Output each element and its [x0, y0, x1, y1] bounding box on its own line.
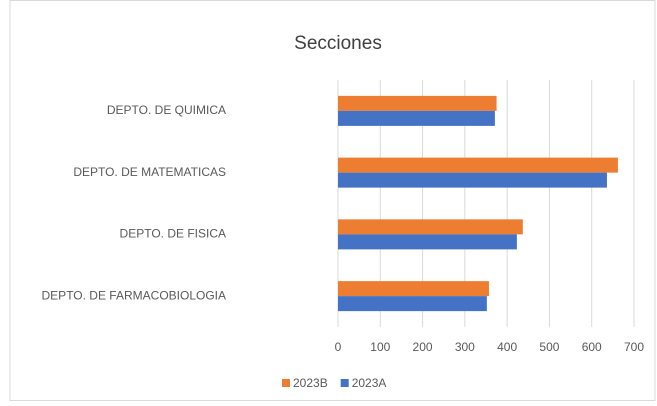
legend-swatch [282, 379, 290, 387]
bar [338, 110, 495, 126]
x-tick-label: 500 [539, 340, 559, 354]
x-tick-label: 600 [582, 340, 602, 354]
legend-label: 2023A [352, 376, 387, 390]
bar [338, 296, 487, 312]
chart-title: Secciones [294, 33, 382, 54]
legend-label: 2023B [293, 376, 328, 390]
y-tick-label: DEPTO. DE FISICA [120, 227, 226, 241]
chart-frame [9, 0, 656, 401]
x-tick-label: 700 [624, 340, 644, 354]
legend-swatch [340, 379, 349, 387]
bar [338, 234, 517, 250]
x-tick-label: 100 [370, 340, 390, 354]
x-tick-label: 400 [497, 340, 517, 354]
bar [338, 172, 607, 188]
bar [338, 219, 523, 235]
x-tick-label: 300 [455, 340, 475, 354]
y-tick-label: DEPTO. DE QUIMICA [107, 103, 226, 117]
bar [338, 281, 489, 297]
x-tick-label: 200 [413, 340, 433, 354]
bar [338, 95, 497, 111]
y-tick-label: DEPTO. DE MATEMATICAS [73, 165, 226, 179]
y-tick-label: DEPTO. DE FARMACOBIOLOGIA [42, 288, 226, 302]
x-tick-label: 0 [335, 340, 342, 354]
bar [338, 157, 618, 173]
